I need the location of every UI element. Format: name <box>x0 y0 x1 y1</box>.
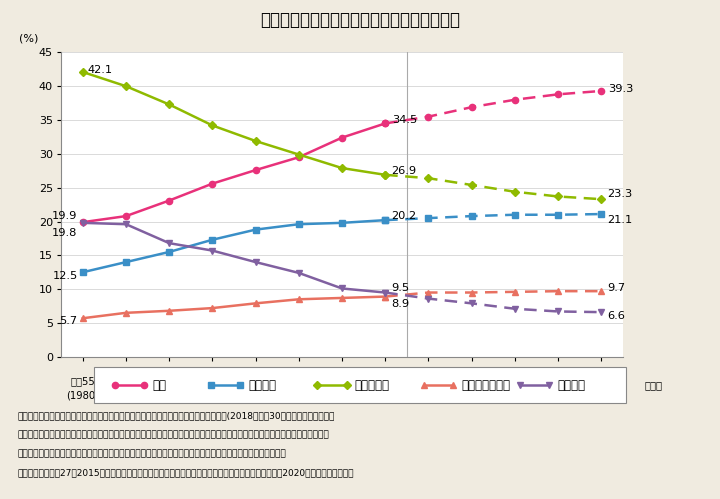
Text: (2040): (2040) <box>585 391 618 401</box>
Text: 34.5: 34.5 <box>392 115 417 125</box>
Text: ２７: ２７ <box>379 376 391 386</box>
Text: 昭和55: 昭和55 <box>71 376 95 386</box>
Text: 特－６図　世帯の家族類型別構成割合の推移: 特－６図 世帯の家族類型別構成割合の推移 <box>260 11 460 29</box>
Text: 単独: 単独 <box>152 379 166 392</box>
Text: 夫婦のみ: 夫婦のみ <box>248 379 276 392</box>
Text: (2025): (2025) <box>455 391 488 401</box>
Text: 20.2: 20.2 <box>392 211 417 221</box>
Text: 21.1: 21.1 <box>608 215 633 225</box>
Text: (1990): (1990) <box>153 391 186 401</box>
Text: (2020): (2020) <box>412 391 445 401</box>
Text: 42.1: 42.1 <box>88 65 113 75</box>
Text: 12.5: 12.5 <box>53 270 78 280</box>
Text: (1985): (1985) <box>109 391 143 401</box>
Text: (2030): (2030) <box>498 391 531 401</box>
Text: 8.9: 8.9 <box>392 299 410 309</box>
Text: 19.9: 19.9 <box>53 211 78 221</box>
Text: (2010): (2010) <box>325 391 359 401</box>
Text: （年）: （年） <box>644 380 662 390</box>
Text: 夫婦と子供: 夫婦と子供 <box>355 379 390 392</box>
Text: 9.5: 9.5 <box>392 283 410 293</box>
Text: 39.3: 39.3 <box>608 84 633 94</box>
Text: ７: ７ <box>469 376 474 386</box>
Text: １２: １２ <box>509 376 521 386</box>
Text: (2005): (2005) <box>282 391 315 401</box>
Text: ２２: ２２ <box>595 376 607 386</box>
Text: 5.7: 5.7 <box>60 316 78 326</box>
Text: 9.7: 9.7 <box>608 283 626 293</box>
Text: ３世代等: ３世代等 <box>557 379 585 392</box>
Text: (1980): (1980) <box>66 391 99 401</box>
Text: 23.3: 23.3 <box>608 190 633 200</box>
Text: 26.9: 26.9 <box>392 167 417 177</box>
Text: 令和2: 令和2 <box>419 376 438 386</box>
Text: (1995): (1995) <box>196 391 229 401</box>
Text: 60: 60 <box>120 376 132 386</box>
Text: ２２: ２２ <box>336 376 348 386</box>
Text: (2000): (2000) <box>239 391 272 401</box>
Text: 平成2: 平成2 <box>160 376 179 386</box>
Text: (2015): (2015) <box>369 391 402 401</box>
Text: ひとり親と子供: ひとり親と子供 <box>462 379 510 392</box>
Text: 19.8: 19.8 <box>53 228 78 238</box>
Text: ４．平成27（2015）年は家族類型不詳を案分した世帯数を基に割合を計算している。令和２（2020）年以降は推計値。: ４．平成27（2015）年は家族類型不詳を案分した世帯数を基に割合を計算している… <box>18 469 354 478</box>
Text: ３．「子」とは親族内の最も若い「夫婦」からみた「子」にあたる続柄の世帯員であり、成人を含む。: ３．「子」とは親族内の最も若い「夫婦」からみた「子」にあたる続柄の世帯員であり、… <box>18 450 287 459</box>
Text: １２: １２ <box>250 376 261 386</box>
Text: １７: １７ <box>293 376 305 386</box>
Text: 6.6: 6.6 <box>608 310 626 320</box>
Text: ７: ７ <box>210 376 215 386</box>
Text: (2035): (2035) <box>541 391 575 401</box>
Text: （備考）１．国立社会保障・人口問題研究所『日本の世帯数の将来推計（全国推計）』(2018（平成30）年推計）より作成。: （備考）１．国立社会保障・人口問題研究所『日本の世帯数の将来推計（全国推計）』(… <box>18 412 336 421</box>
FancyBboxPatch shape <box>94 367 626 403</box>
Text: (%): (%) <box>19 33 38 43</box>
Text: １７: １７ <box>552 376 564 386</box>
Text: ２．一般世帯に占める比率。「３世代等」は、親族のみの世帯のうちの核家族以外の世帯と、非親族を含む世帯の合算。: ２．一般世帯に占める比率。「３世代等」は、親族のみの世帯のうちの核家族以外の世帯… <box>18 431 330 440</box>
